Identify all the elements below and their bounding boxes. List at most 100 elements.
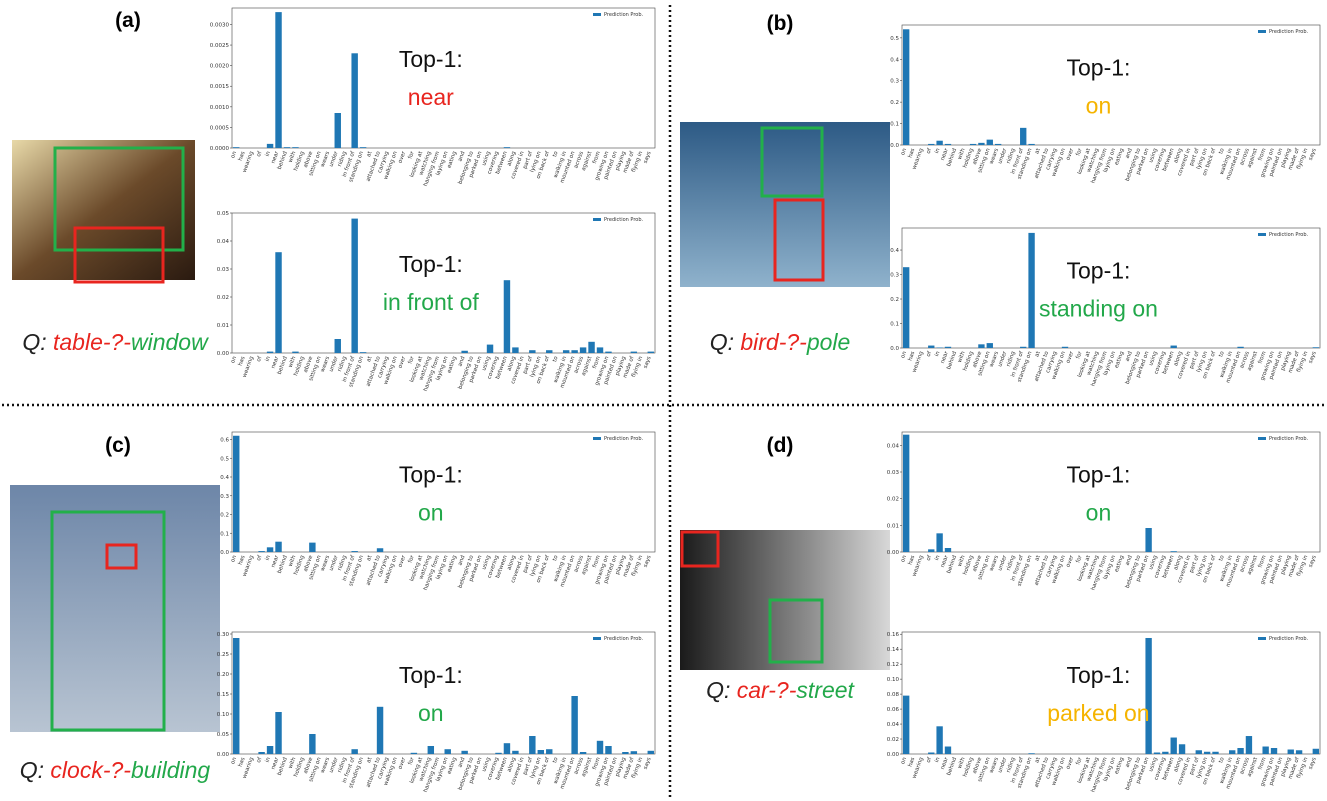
y-tick-label: 0.10: [887, 677, 900, 683]
y-tick-label: 0.0005: [210, 125, 230, 131]
bar: [335, 339, 341, 353]
y-tick-label: 0.02: [887, 737, 899, 743]
x-tick-label: to: [552, 756, 560, 764]
bar: [512, 347, 518, 353]
y-tick-label: 0.00: [217, 752, 230, 758]
y-tick-label: 0.5: [220, 456, 229, 462]
bar: [631, 352, 637, 353]
plot-frame: [902, 228, 1320, 348]
bar: [487, 345, 493, 353]
x-tick-label: to: [1218, 147, 1226, 155]
bar: [928, 144, 934, 145]
bar: [995, 144, 1001, 145]
bar: [1204, 752, 1210, 754]
bar: [546, 350, 552, 353]
x-tick-label: over: [397, 554, 407, 568]
bar: [360, 147, 366, 148]
y-tick-label: 0.2: [220, 513, 229, 519]
bar: [1313, 347, 1319, 348]
legend-label: Prediction Prob.: [1269, 636, 1309, 642]
y-tick-label: 0.30: [217, 632, 230, 638]
bar: [335, 113, 341, 148]
bar: [1237, 347, 1243, 348]
legend-swatch: [593, 437, 601, 440]
y-tick-label: 0.0020: [210, 64, 230, 70]
bar: [1020, 347, 1026, 348]
bar: [1028, 144, 1034, 145]
bar: [978, 143, 984, 145]
y-tick-label: 0.15: [217, 692, 230, 698]
bar: [903, 696, 909, 754]
legend-label: Prediction Prob.: [604, 436, 644, 442]
top1-answer: on: [418, 700, 444, 726]
y-tick-label: 0.05: [217, 732, 230, 738]
y-tick-label: 0.5: [890, 36, 899, 42]
x-tick-label: says: [643, 757, 653, 771]
bar: [504, 743, 510, 754]
y-tick-label: 0.3: [890, 273, 899, 279]
bar: [309, 543, 315, 552]
y-tick-label: 0.0015: [210, 84, 230, 90]
annotation: Top-1:: [1066, 662, 1130, 688]
x-tick-label: at: [1034, 350, 1042, 358]
annotation: Top-1:: [1066, 54, 1130, 80]
x-tick-label: in: [265, 756, 273, 763]
legend-swatch: [593, 13, 601, 16]
bar: [945, 548, 951, 552]
y-tick-label: 0.10: [217, 712, 230, 718]
y-tick-label: 0.3: [220, 494, 229, 500]
x-tick-label: of: [256, 756, 264, 764]
bar: [284, 147, 290, 148]
bar: [945, 144, 951, 145]
x-tick-label: to: [552, 554, 560, 562]
y-tick-label: 0.25: [217, 652, 230, 658]
photo: [680, 122, 890, 287]
y-tick-label: 0.0010: [210, 105, 230, 111]
bar: [504, 147, 510, 148]
x-tick-label: over: [1065, 756, 1075, 770]
question-part: Q:: [20, 757, 51, 783]
bar: [351, 551, 357, 552]
y-tick-label: 0.01: [217, 323, 229, 329]
x-tick-label: says: [1308, 351, 1318, 365]
bar: [1171, 346, 1177, 348]
bar: [538, 750, 544, 754]
annotation: Top-1:: [399, 662, 463, 688]
bar: [987, 140, 993, 145]
bar: [580, 347, 586, 353]
x-tick-label: says: [643, 555, 653, 569]
x-tick-label: at: [1034, 147, 1042, 155]
annotation: Top-1:: [1066, 461, 1130, 487]
question: Q: car-?-street: [706, 677, 855, 703]
bar: [588, 342, 594, 353]
x-tick-label: on: [230, 150, 238, 159]
x-tick-label: to: [552, 150, 560, 158]
figure: (a) Q: table-?-window (b) Q: bird-?-pole…: [0, 0, 1327, 801]
x-tick-label: over: [397, 150, 407, 164]
bar: [1262, 747, 1268, 754]
x-tick-label: in: [934, 147, 942, 154]
bar: [428, 746, 434, 754]
y-tick-label: 0.03: [887, 470, 900, 476]
x-tick-label: on: [900, 147, 908, 156]
top1-answer: standing on: [1039, 295, 1158, 321]
bar: [1271, 748, 1277, 754]
bar: [275, 542, 281, 552]
bar: [461, 351, 467, 353]
x-tick-label: of: [926, 350, 934, 358]
bar: [563, 350, 569, 353]
bar: [360, 352, 366, 353]
bar: [309, 734, 315, 754]
x-tick-label: says: [643, 151, 653, 165]
bar: [267, 144, 273, 148]
bar: [461, 751, 467, 754]
bar: [987, 343, 993, 348]
bar: [233, 638, 239, 754]
question: Q: clock-?-building: [20, 757, 211, 783]
bar: [1020, 128, 1026, 145]
bar: [292, 147, 298, 148]
x-tick-label: on: [230, 554, 238, 563]
bar: [258, 551, 264, 552]
question-part: Q:: [22, 329, 53, 355]
y-tick-label: 0.04: [887, 443, 900, 449]
